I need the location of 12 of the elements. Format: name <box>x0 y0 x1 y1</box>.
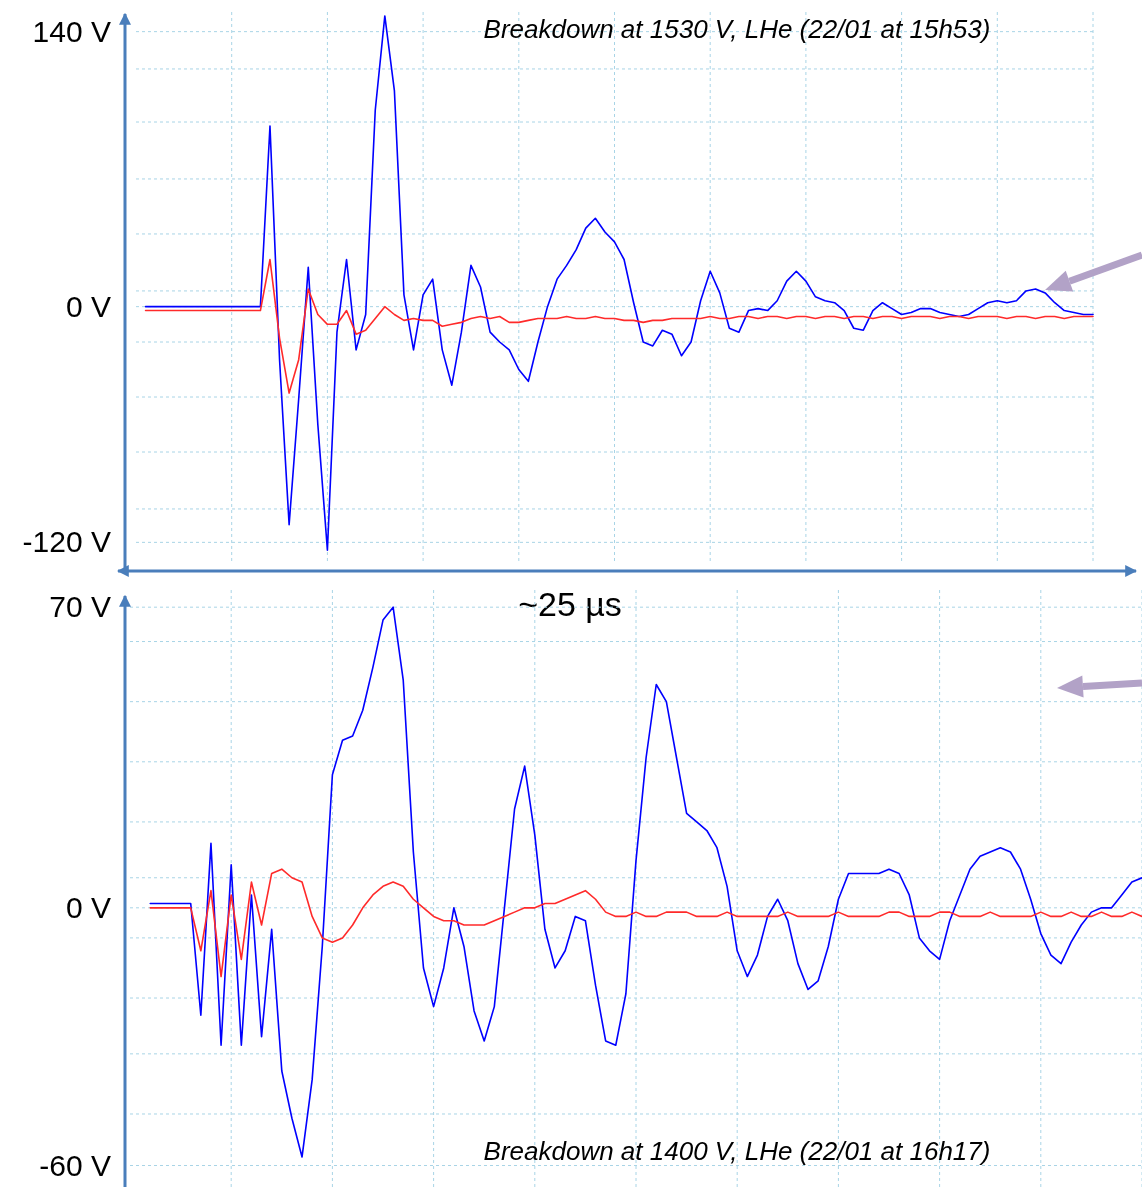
y-tick-label: 140 V <box>32 14 111 48</box>
line-series <box>144 15 1094 552</box>
y-tick-label: -60 V <box>39 1148 111 1182</box>
y-tick-label: 70 V <box>49 590 111 624</box>
y-tick-label: 0 V <box>65 890 111 924</box>
y-tick-label: -120 V <box>22 525 111 559</box>
x-axis-title: ~25 µs <box>518 585 622 623</box>
text: Breakdown at 1400 V, LHe (22/01 at 16h17) <box>483 1136 991 1166</box>
line-series <box>149 868 1142 978</box>
chart-title: Breakdown at 1530 V, LHe (22/01 at 15h53) <box>483 14 991 44</box>
line-series <box>144 258 1094 394</box>
y-tick-label: 0 V <box>65 289 111 323</box>
